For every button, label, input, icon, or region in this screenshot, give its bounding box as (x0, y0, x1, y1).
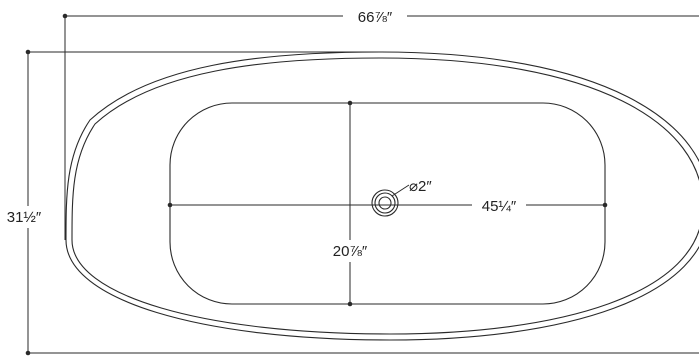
basin-length-left-endpoint (167, 202, 173, 208)
drain-icon (371, 189, 399, 217)
overall-length-label-bg (343, 6, 407, 26)
basin-width-label: 20⅞″ (333, 243, 368, 260)
overall-width-label: 31½″ (7, 209, 42, 226)
basin-length-right-endpoint (602, 202, 608, 208)
overall-width-top-endpoint (25, 49, 31, 55)
overall-width-bottom-endpoint (25, 350, 31, 356)
basin-length-label: 45¼″ (482, 198, 517, 215)
basin-width-label-bg (322, 240, 378, 262)
overall-length-label: 66⅞″ (358, 9, 393, 26)
tub-outer-rim (65, 51, 699, 341)
tub-inner-rim (71, 57, 699, 335)
tub-basin-outline (169, 102, 606, 305)
basin-length-label-bg (472, 196, 526, 214)
overall-width-label-bg (4, 206, 52, 228)
drain-leader-line (391, 184, 410, 197)
basin-width-top-endpoint (347, 100, 353, 106)
drain-diameter-label: ⌀2″ (409, 178, 432, 195)
basin-width-bottom-endpoint (347, 301, 353, 307)
